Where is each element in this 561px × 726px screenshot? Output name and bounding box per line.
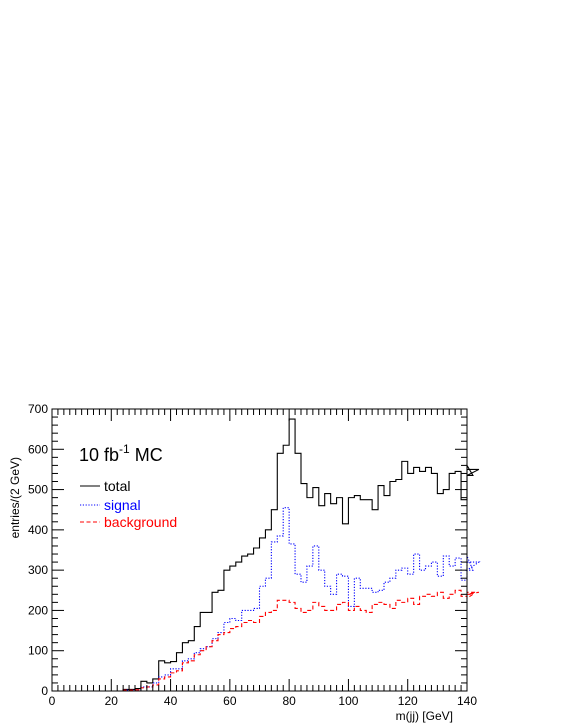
x-axis-title: m(jj) [GeV] bbox=[396, 709, 453, 723]
y-tick-label: 500 bbox=[28, 483, 48, 497]
legend-label-background: background bbox=[104, 514, 177, 530]
x-tick-label: 20 bbox=[105, 694, 119, 708]
x-tick-label: 40 bbox=[164, 694, 178, 708]
y-tick-label: 300 bbox=[28, 563, 48, 577]
x-tick-label: 0 bbox=[49, 694, 56, 708]
series-total-histogram bbox=[52, 418, 480, 692]
y-tick-label: 700 bbox=[28, 402, 48, 416]
x-tick-label: 80 bbox=[282, 694, 296, 708]
x-tick-label: 120 bbox=[398, 694, 418, 708]
y-axis-title: entries/(2 GeV) bbox=[8, 457, 22, 538]
luminosity-annotation: 10 fb-1 MC bbox=[79, 442, 163, 465]
series-background-histogram bbox=[52, 589, 479, 692]
series-signal-histogram bbox=[52, 507, 481, 692]
y-tick-label: 0 bbox=[41, 684, 48, 698]
legend-label-total: total bbox=[104, 478, 130, 494]
x-tick-label: 60 bbox=[223, 694, 237, 708]
y-tick-label: 100 bbox=[28, 644, 48, 658]
legend-label-signal: signal bbox=[104, 497, 141, 513]
y-axis-ticks bbox=[52, 408, 467, 692]
y-tick-label: 400 bbox=[28, 523, 48, 537]
annotation-main: 10 fb bbox=[79, 445, 119, 465]
x-tick-label: 140 bbox=[457, 694, 477, 708]
legend: total signal background bbox=[80, 478, 177, 530]
x-axis-ticks bbox=[51, 409, 468, 691]
annotation-superscript: -1 bbox=[119, 442, 130, 456]
y-tick-label: 600 bbox=[28, 442, 48, 456]
x-tick-label: 100 bbox=[338, 694, 358, 708]
annotation-suffix: MC bbox=[130, 445, 163, 465]
y-axis-tick-labels: 0 100 200 300 400 500 600 700 bbox=[28, 402, 48, 698]
x-axis-tick-labels: 0 20 40 60 80 100 120 140 bbox=[49, 694, 478, 708]
y-tick-label: 200 bbox=[28, 603, 48, 617]
